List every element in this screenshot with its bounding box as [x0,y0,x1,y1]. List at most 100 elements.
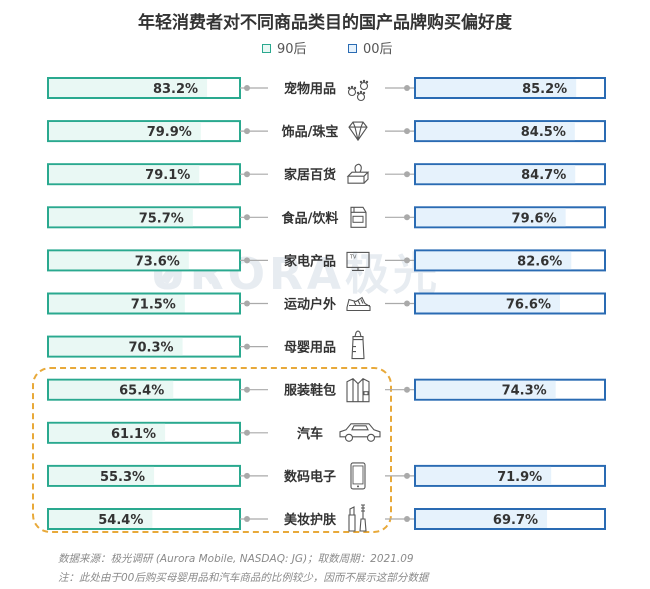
value-label-90: 79.1% [145,168,190,183]
bar-00 [416,165,576,184]
icon-stroke [365,80,369,84]
bar-90 [49,423,166,442]
category-label: 食品/饮料 [282,210,339,226]
icon-stroke [350,462,366,490]
legend-label-00: 00后 [363,42,393,57]
connector-dot [404,386,410,393]
value-label-90: 75.7% [139,211,184,226]
bar-90 [49,510,153,528]
sneaker-icon [346,296,371,312]
value-label-90: 70.3% [128,341,173,356]
category-label: 汽车 [297,426,323,442]
connector-dot [404,85,410,91]
icon-stroke [357,485,359,488]
bar-00 [416,251,572,270]
icon-stroke [362,79,366,83]
category-label: 美妆护肤 [284,512,337,528]
connector-dot [244,128,250,135]
value-label-00: 79.6% [512,211,557,226]
icon-stroke [347,86,351,90]
bar-90 [49,122,201,141]
cosmetics-icon [348,504,367,532]
value-label-00: 82.6% [517,254,562,269]
icon-stroke [359,504,367,532]
value-label-00: 69.7% [493,513,538,528]
bar-00 [416,466,552,485]
icon-stroke [346,163,370,184]
connector-dot [404,214,410,221]
connector-dot [244,171,250,178]
bar-90 [49,79,208,97]
connector-dot [404,472,410,479]
category-label: 家居百货 [284,167,336,183]
milk-carton-icon [350,206,367,228]
icon-stroke [346,378,370,403]
bar-00 [416,510,548,528]
icon-stroke [347,87,357,97]
footnote: 注：此处由于00后购买母婴用品和汽车商品的比例较少，因而不展示这部分数据 [58,572,429,584]
value-label-90: 55.3% [100,470,145,485]
icon-stroke [352,267,364,271]
connector-dot [404,128,410,135]
connector-dot [404,171,410,178]
category-label: 饰品/珠宝 [282,124,339,140]
connector-dot [404,516,410,522]
connector-dot [244,300,250,307]
icon-stroke [348,121,368,142]
tissue-box-icon [346,163,370,184]
legend-item-90: 90后 [262,38,307,57]
bar-90 [49,337,183,356]
connector-dot [404,300,410,307]
connector-dot [244,386,250,393]
bar-chart: 83.2% 宠物用品 85.2% 79.9% 饰品/珠宝 84.5% 79.1% 家居百货 84… [47,77,606,532]
icon-stroke [352,215,364,223]
value-label-90: 65.4% [119,384,164,399]
connector-dot [244,343,250,350]
icon-stroke [350,85,354,89]
value-label-90: 61.1% [111,427,156,442]
diamond-icon [348,121,368,142]
value-label-00: 71.9% [497,470,542,485]
bar-00 [416,380,556,399]
category-label: 宠物用品 [284,81,336,97]
paw-prints-icon [347,79,369,102]
connector-dot [244,85,250,91]
connector-dot [404,257,410,264]
category-label: 家电产品 [284,253,336,269]
value-label-00: 84.7% [521,168,566,183]
chart-title: 年轻消费者对不同商品类目的国产品牌购买偏好度 [138,13,512,33]
icon-stroke [359,90,363,94]
legend-item-00: 00后 [348,38,393,57]
value-label-90: 54.4% [98,513,143,528]
connector-dot [244,516,250,522]
bar-90 [49,380,174,399]
value-label-90: 83.2% [153,82,198,97]
bar-90 [49,466,155,485]
icon-stroke [352,465,364,485]
icon-stroke [356,92,366,102]
bar-00 [416,122,575,141]
icon-stroke [356,91,360,95]
value-label-90: 71.5% [131,298,176,313]
value-label-00: 85.2% [522,82,567,97]
icon-stroke [339,423,381,438]
category-label: 运动户外 [284,297,336,313]
connector-dot [244,472,250,479]
legend: 90后 00后 [0,38,650,57]
icon-stroke [350,206,367,228]
icon-stroke [348,506,356,532]
legend-swatch-00 [348,44,357,53]
legend-swatch-90 [262,44,271,53]
bar-90 [49,294,185,313]
connector-dot [244,214,250,221]
value-label-90: 79.9% [147,125,192,140]
bar-90 [49,251,189,270]
icon-stroke [353,86,357,90]
value-label-00: 76.6% [506,298,551,313]
highlight-box [32,367,392,533]
bar-00 [416,79,577,97]
icon-stroke [344,433,354,442]
icon-stroke [351,330,365,360]
bar-00 [416,208,566,227]
car-icon [339,423,381,442]
